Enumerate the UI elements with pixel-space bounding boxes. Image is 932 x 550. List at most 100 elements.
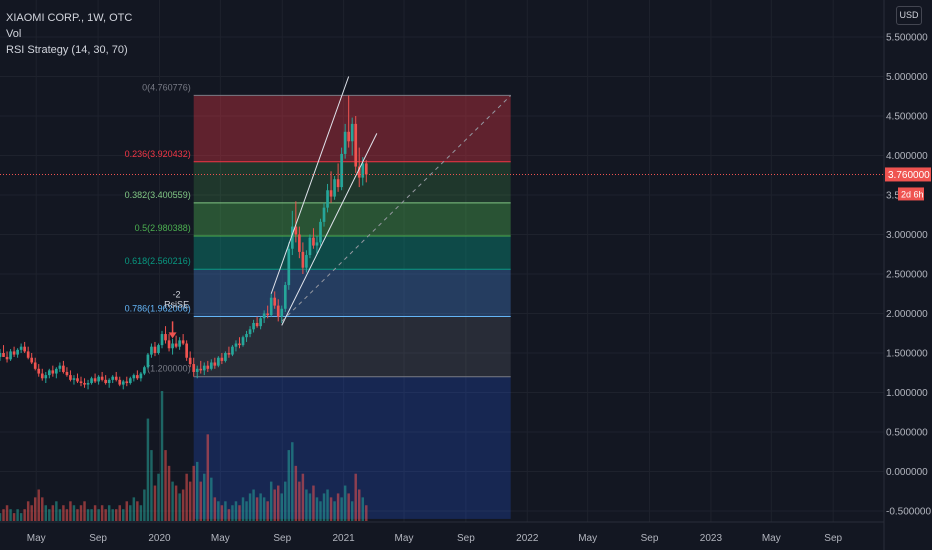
candle-body-13 xyxy=(44,375,48,379)
volume-indicator-label[interactable]: Vol xyxy=(6,28,22,40)
candle-66 xyxy=(231,345,234,357)
trend-lines[interactable] xyxy=(270,76,512,326)
time-tick-label-11: 2023 xyxy=(700,533,723,544)
candle-35 xyxy=(121,379,125,390)
candle-70 xyxy=(245,330,248,342)
candle-body-68 xyxy=(238,343,241,346)
candle-94 xyxy=(329,171,333,203)
volume-bar-101 xyxy=(354,473,357,521)
candle-45 xyxy=(157,343,160,355)
candle-91 xyxy=(319,218,322,246)
candle-59 xyxy=(206,360,210,372)
volume-bar-34 xyxy=(118,505,121,521)
candle-body-23 xyxy=(79,381,83,384)
candle-18 xyxy=(62,360,65,374)
candle-44 xyxy=(153,341,157,357)
volume-bar-86 xyxy=(301,473,305,521)
symbol-title[interactable]: XIAOMI CORP., 1W, OTC xyxy=(6,12,133,24)
candle-body-98 xyxy=(343,131,347,154)
time-tick-label-5: 2021 xyxy=(333,533,356,544)
candle-38 xyxy=(132,373,136,382)
volume-bar-100 xyxy=(350,501,354,521)
volume-bar-78 xyxy=(273,489,276,521)
volume-bar-27 xyxy=(93,505,97,521)
candle-body-1 xyxy=(2,353,5,357)
candle-79 xyxy=(276,299,280,322)
candle-84 xyxy=(294,201,298,243)
volume-bar-42 xyxy=(146,418,150,521)
candle-80 xyxy=(280,305,284,323)
candle-body-92 xyxy=(322,207,326,222)
candle-body-0 xyxy=(0,353,2,357)
volume-bar-58 xyxy=(203,473,206,521)
volume-bar-93 xyxy=(326,489,329,521)
volume-bar-92 xyxy=(322,493,326,521)
candle-body-22 xyxy=(76,378,79,382)
price-tick-label-7: 2.000000 xyxy=(886,309,928,320)
candle-body-39 xyxy=(136,375,139,379)
candle-52 xyxy=(181,334,185,346)
currency-button[interactable]: USD xyxy=(896,6,922,25)
candle-body-88 xyxy=(308,237,312,256)
candle-body-67 xyxy=(234,343,238,347)
time-tick-label-12: May xyxy=(762,533,781,544)
candle-10 xyxy=(33,357,37,371)
time-tick-label-13: Sep xyxy=(824,533,842,544)
volume-bar-8 xyxy=(26,501,30,521)
volume-bar-31 xyxy=(107,505,111,521)
candle-49 xyxy=(171,338,174,355)
volume-bar-14 xyxy=(48,509,51,521)
price-tick-label-1: 5.000000 xyxy=(886,72,928,83)
candle-81 xyxy=(283,281,287,312)
candle-9 xyxy=(30,353,34,365)
candle-body-12 xyxy=(40,373,44,379)
fib-zone-3 xyxy=(193,236,511,270)
candle-67 xyxy=(234,340,238,352)
volume-bar-29 xyxy=(100,505,104,521)
time-tick-label-0: May xyxy=(27,533,46,544)
candle-body-77 xyxy=(269,297,273,316)
volume-bar-11 xyxy=(37,489,40,521)
rsi-strategy-label[interactable]: RSI Strategy (14, 30, 70) xyxy=(6,44,128,56)
candle-body-8 xyxy=(26,351,30,358)
candle-57 xyxy=(199,360,203,374)
candle-body-81 xyxy=(283,285,287,309)
candle-body-89 xyxy=(312,237,315,246)
time-tick-label-6: May xyxy=(395,533,414,544)
volume-bar-61 xyxy=(213,497,217,521)
volume-bar-80 xyxy=(280,493,283,521)
volume-bar-50 xyxy=(174,485,178,521)
candle-60 xyxy=(209,359,213,371)
candle-55 xyxy=(192,357,196,377)
volume-bar-17 xyxy=(58,509,62,521)
price-axis[interactable]: 5.500000 5.000000 4.500000 4.000000 3.5 3.000… xyxy=(883,0,931,550)
candle-body-29 xyxy=(100,376,104,380)
candle-body-37 xyxy=(128,378,132,384)
time-tick-label-10: Sep xyxy=(641,533,659,544)
time-axis[interactable]: May Sep 2020 May Sep 2021 May Sep 2022 May Sep 2023… xyxy=(0,521,884,544)
candle-body-104 xyxy=(364,163,368,175)
candle-body-33 xyxy=(114,376,118,380)
candle-95 xyxy=(333,176,336,200)
candle-body-91 xyxy=(319,221,322,243)
candle-0 xyxy=(0,349,2,361)
price-tick-label-0: 5.500000 xyxy=(886,33,928,44)
candle-body-45 xyxy=(157,345,160,353)
volume-bar-21 xyxy=(72,505,76,521)
fib-zone-2 xyxy=(193,202,511,237)
candle-body-17 xyxy=(58,365,62,369)
candle-93 xyxy=(326,183,329,213)
candle-76 xyxy=(266,305,270,319)
candle-50 xyxy=(174,335,178,349)
candle-body-65 xyxy=(227,353,231,355)
candle-34 xyxy=(118,376,122,387)
candle-body-7 xyxy=(23,346,26,352)
current-price-badge xyxy=(885,167,931,182)
candle-102 xyxy=(357,147,361,188)
volume-bar-102 xyxy=(358,489,361,521)
volume-bar-33 xyxy=(114,509,118,521)
candle-body-94 xyxy=(329,190,333,197)
candle-22 xyxy=(76,373,79,384)
